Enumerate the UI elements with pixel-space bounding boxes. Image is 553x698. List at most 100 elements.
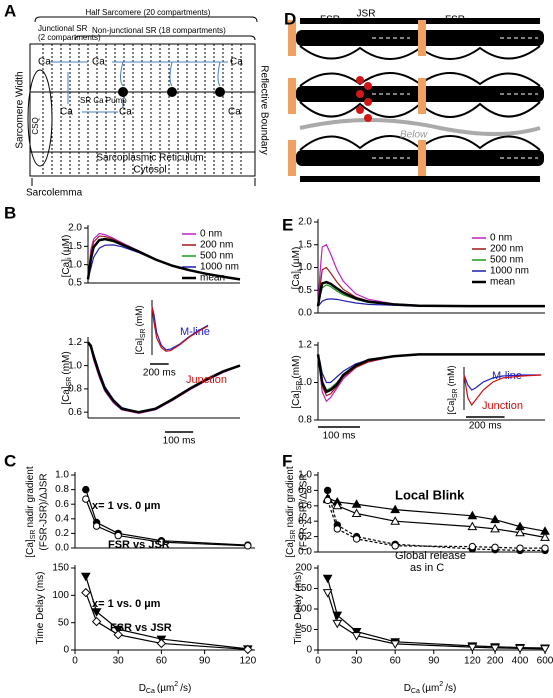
label-part: SR bbox=[290, 530, 297, 540]
marker bbox=[114, 531, 122, 540]
pump bbox=[118, 87, 128, 97]
marker bbox=[323, 486, 332, 495]
y-tick-label: 1.2 bbox=[298, 340, 312, 351]
marker bbox=[390, 504, 401, 514]
marker bbox=[91, 608, 102, 617]
label-part: [Ca] bbox=[285, 539, 296, 558]
region-label: FSR bbox=[445, 15, 465, 26]
label-part: /s) bbox=[445, 683, 456, 694]
x-tick-label: 120 bbox=[464, 656, 481, 667]
y-tick-label: 0.8 bbox=[55, 484, 69, 495]
series-line bbox=[86, 237, 241, 281]
marker bbox=[323, 496, 332, 505]
label-part: SR bbox=[452, 388, 459, 398]
pump bbox=[167, 87, 177, 97]
marker bbox=[351, 508, 362, 517]
y-tick-label: 0.0 bbox=[298, 547, 312, 558]
y-tick-label: 2.0 bbox=[68, 223, 82, 234]
axis-label: [Ca]SR (mM) bbox=[134, 305, 147, 354]
marker bbox=[467, 521, 478, 531]
marker bbox=[113, 629, 123, 640]
legend-label: 200 nm bbox=[200, 240, 233, 251]
jsr-outline bbox=[27, 69, 53, 167]
label-part: SR bbox=[30, 530, 37, 540]
series-line bbox=[316, 280, 545, 308]
marker bbox=[322, 574, 333, 584]
pump-label: SR Ca Pump bbox=[80, 96, 127, 105]
half-sarcomere-label: Half Sarcomere (20 compartments) bbox=[86, 8, 211, 17]
legend-label: 200 nm bbox=[490, 244, 523, 255]
axis-label: Time Delay (ms) bbox=[35, 572, 46, 645]
marker bbox=[244, 542, 252, 550]
y-tick-label: 1.0 bbox=[298, 377, 312, 388]
ca-label: Ca bbox=[230, 57, 243, 68]
annotation: as in C bbox=[410, 562, 444, 574]
label-part: 2 bbox=[174, 681, 178, 688]
label-part: Time Delay (ms) bbox=[293, 572, 304, 645]
marker bbox=[91, 616, 102, 627]
scale-bar-label: 200 ms bbox=[143, 368, 176, 379]
series-line bbox=[463, 374, 542, 407]
y-tick-label: 0.8 bbox=[298, 485, 312, 496]
series-line bbox=[463, 374, 542, 391]
junctional-label: (2 compartments) bbox=[38, 33, 101, 42]
y-tick-label: 2.0 bbox=[298, 217, 312, 228]
marker bbox=[468, 542, 477, 551]
series-line bbox=[85, 489, 248, 546]
axis-label: Time Delay (ms) bbox=[293, 572, 304, 645]
series-label: Junction bbox=[482, 400, 523, 412]
annotation: x= 1 vs. 0 µm bbox=[92, 500, 161, 512]
junctional-label: Junctional SR bbox=[38, 24, 88, 33]
marker bbox=[81, 587, 91, 598]
legend-label: 500 nm bbox=[200, 251, 233, 262]
x-tick-label: 0 bbox=[315, 656, 321, 667]
inset-bg bbox=[462, 366, 547, 412]
y-tick-label: 0.4 bbox=[298, 516, 312, 527]
legend-label: 0 nm bbox=[490, 233, 512, 244]
y-tick-label: 0 bbox=[306, 645, 312, 656]
panel-letter: B bbox=[4, 203, 16, 222]
legend-label: 1000 nm bbox=[490, 266, 529, 277]
y-tick-label: 1.0 bbox=[68, 360, 82, 371]
legend-label: mean bbox=[490, 277, 515, 288]
marker bbox=[540, 645, 550, 654]
ca-label: Ca bbox=[60, 107, 73, 118]
label-part: (mM) bbox=[61, 351, 72, 374]
marker bbox=[156, 638, 167, 649]
marker bbox=[490, 644, 500, 653]
pump bbox=[215, 87, 225, 97]
y-tick-label: 0.5 bbox=[298, 285, 312, 296]
marker bbox=[157, 538, 166, 546]
annotation: FSR vs JSR bbox=[108, 539, 170, 551]
scale-bar-label: 100 ms bbox=[323, 431, 356, 442]
panel-a: Half Sarcomere (20 compartments) Junctio… bbox=[15, 8, 270, 199]
ca-label: Ca bbox=[38, 57, 51, 68]
region-label: FSR bbox=[320, 15, 340, 26]
y-tick-label: 150 bbox=[52, 563, 69, 574]
marker bbox=[541, 544, 549, 552]
boundary-label: Reflective Boundary bbox=[258, 65, 269, 155]
marker bbox=[490, 514, 500, 524]
label-part: (µM) bbox=[291, 247, 302, 268]
annotation: x= 1 vs. 0 µm bbox=[92, 598, 161, 610]
y-tick-label: 1.0 bbox=[298, 470, 312, 481]
axis-label: [Ca]SR (mM) bbox=[61, 351, 74, 404]
marker bbox=[516, 544, 524, 552]
flux-arrows bbox=[50, 61, 228, 113]
sr-label: Sarcoplasmic Reticulum bbox=[96, 153, 203, 164]
marker bbox=[92, 522, 101, 530]
sarcolemma-label: Sarcolemma bbox=[26, 188, 83, 199]
label-part: 2 bbox=[439, 681, 443, 688]
inset-bg bbox=[150, 299, 210, 357]
annotation: FSR vs JSR bbox=[110, 622, 172, 634]
marker bbox=[82, 485, 90, 494]
panel-letter: E bbox=[282, 215, 293, 234]
marker bbox=[515, 527, 525, 537]
axis-label: (FSR-JSR)/ΔJSR bbox=[299, 473, 310, 550]
y-tick-label: 1.2 bbox=[68, 337, 82, 348]
annotation: Global release bbox=[395, 550, 466, 562]
marker bbox=[352, 535, 361, 543]
label-part: [Ca] bbox=[61, 386, 72, 405]
label-part: nadir gradient bbox=[285, 466, 296, 527]
x-tick-label: 600 bbox=[537, 656, 553, 667]
